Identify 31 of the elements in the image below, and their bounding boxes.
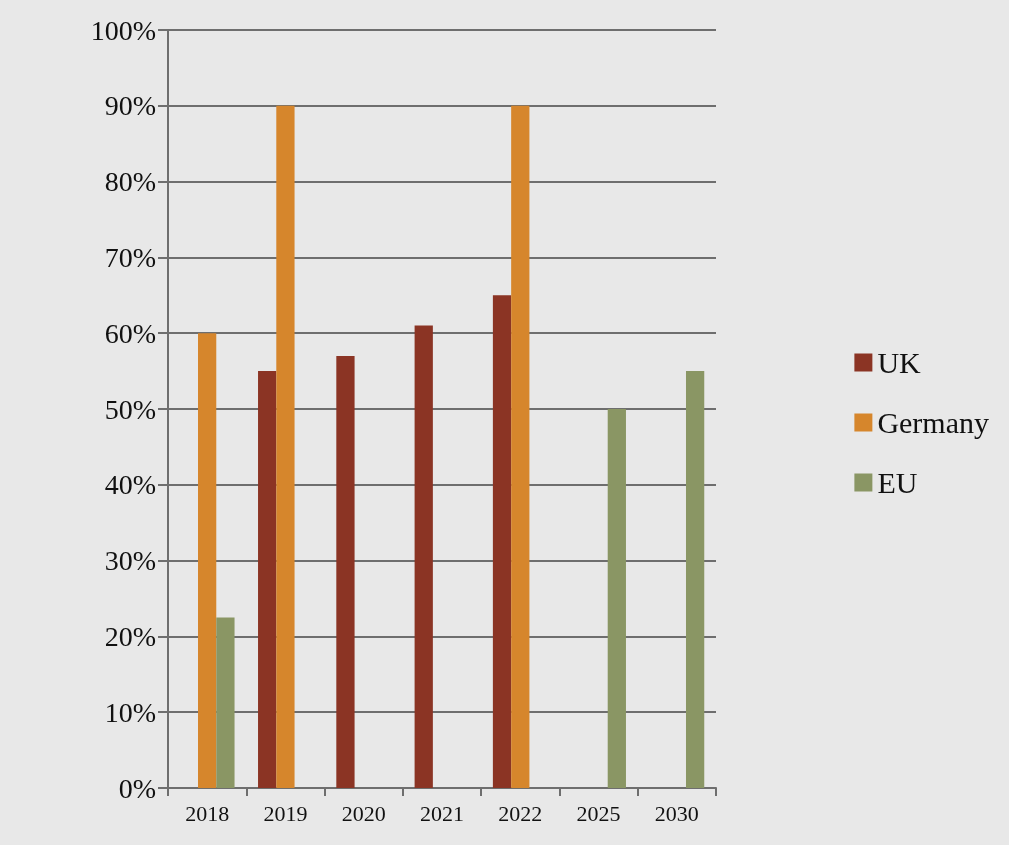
bar [414, 325, 433, 788]
bar [216, 617, 235, 788]
y-tick-label: 90% [104, 90, 156, 122]
y-tick-label: 60% [104, 317, 156, 349]
y-tick-label: 20% [104, 620, 156, 652]
bar [492, 295, 512, 788]
legend-label: Germany [877, 406, 989, 439]
bar [258, 371, 277, 788]
x-tick-label: 2021 [420, 800, 464, 826]
x-tick-label: 2018 [185, 800, 230, 826]
bar [511, 105, 530, 788]
bar [685, 371, 705, 788]
x-tick-label: 2022 [498, 800, 543, 826]
y-tick-label: 80% [104, 166, 156, 198]
bar [276, 105, 295, 788]
legend-label: UK [877, 346, 922, 379]
y-tick-label: 100% [90, 14, 156, 46]
y-tick-label: 10% [104, 696, 156, 728]
y-tick-label: 50% [104, 393, 156, 425]
x-tick-label: 2019 [263, 800, 308, 826]
x-tick-label: 2030 [654, 800, 699, 826]
x-tick-label: 2020 [341, 800, 386, 826]
bar [198, 333, 217, 788]
y-tick-label: 0% [118, 772, 156, 804]
bar [607, 409, 626, 788]
y-tick-label: 30% [104, 545, 156, 577]
y-tick-label: 70% [104, 241, 156, 273]
bar [336, 355, 355, 788]
legend-label: EU [877, 466, 918, 499]
y-tick-label: 40% [104, 469, 156, 501]
x-tick-label: 2025 [576, 800, 621, 826]
